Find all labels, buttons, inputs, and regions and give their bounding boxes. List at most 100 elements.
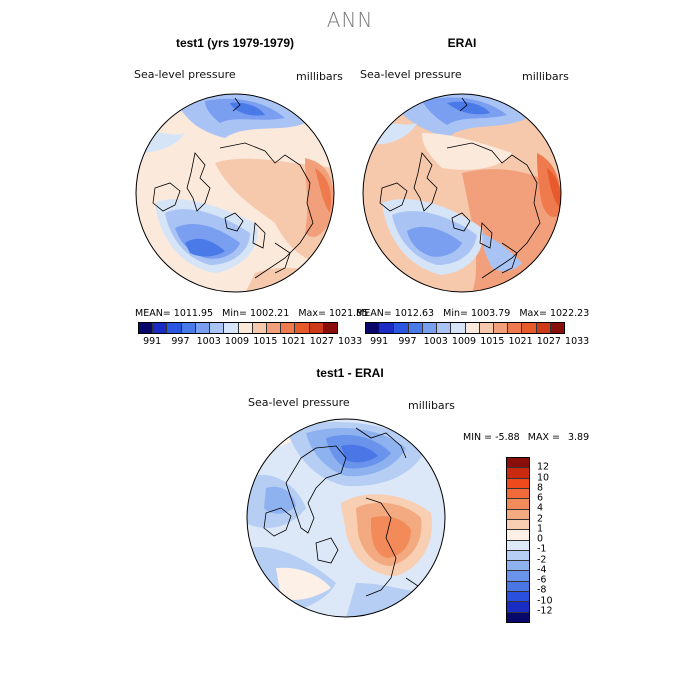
panel-title-model: test1 (yrs 1979-1979) — [175, 36, 295, 50]
min-label: Min= — [222, 308, 247, 319]
colorbar-swatch — [437, 323, 452, 333]
colorbar-tick-label: -8 — [537, 584, 547, 596]
colorbar-swatch — [252, 323, 267, 333]
colorbar-tick-label: 1021 — [508, 336, 533, 347]
colorbar-tick-label: 991 — [370, 336, 389, 347]
colorbar-swatch — [210, 323, 225, 333]
colorbar-tick-label: 0 — [537, 533, 544, 545]
colorbar-swatch — [507, 468, 529, 479]
units-label-model: millibars — [296, 70, 343, 83]
colorbar-obs — [365, 322, 565, 334]
colorbar-tick-label: 1033 — [565, 336, 590, 347]
colorbar-tick-label: -12 — [537, 605, 553, 617]
colorbar-swatch — [408, 323, 423, 333]
min-label: Min= — [443, 308, 468, 319]
colorbar-tick-label: 1009 — [451, 336, 477, 347]
min-value: 1003.79 — [470, 308, 511, 319]
colorbar-tick-label: 10 — [537, 472, 550, 483]
min-label: MIN = — [463, 432, 493, 443]
colorbar-swatch — [380, 323, 395, 333]
colorbar-swatch — [422, 323, 438, 333]
colorbar-swatch — [507, 530, 529, 541]
variable-label-diff: Sea-level pressure — [248, 396, 350, 409]
colorbar-swatch — [224, 323, 239, 333]
colorbar-swatch — [507, 488, 529, 500]
colorbar-swatch — [493, 323, 509, 333]
colorbar-swatch — [153, 323, 168, 333]
colorbar-swatch — [507, 499, 529, 510]
panel-title-diff: test1 - ERAI — [316, 366, 384, 380]
colorbar-swatch — [507, 561, 529, 572]
mean-value: 1011.95 — [173, 308, 214, 319]
figure-title: ANN — [326, 8, 374, 32]
colorbar-tick-label: 2 — [537, 513, 544, 524]
colorbar-tick-label: 12 — [537, 461, 550, 473]
colorbar-swatch — [451, 323, 466, 333]
mean-label: MEAN= — [135, 308, 171, 319]
max-value: 1021.85 — [328, 308, 369, 319]
colorbar-swatch — [465, 323, 480, 333]
colorbar-tick-label: 1015 — [480, 336, 505, 347]
max-value: 3.89 — [567, 432, 590, 443]
stats-row-model: MEAN= 1011.95 Min= 1002.21 Max= 1021.85 — [135, 308, 368, 319]
colorbar-swatch — [507, 571, 529, 582]
mean-label: MEAN= — [356, 308, 392, 319]
min-value: -5.88 — [495, 432, 520, 443]
colorbar-tick-label: 997 — [398, 336, 417, 347]
colorbar-ticks-diff: 12 10 8 6 4 2 1 0 -1 -2 -4 -6 -8 -10 -12 — [537, 457, 577, 621]
colorbar-swatch — [507, 540, 529, 551]
colorbar-swatch — [507, 602, 529, 613]
colorbar-swatch — [550, 323, 565, 333]
colorbar-tick-label: -4 — [537, 564, 547, 576]
variable-label-model: Sea-level pressure — [134, 68, 236, 81]
colorbar-swatch — [508, 323, 523, 333]
stats-row-obs: MEAN= 1012.63 Min= 1003.79 Max= 1022.23 — [356, 308, 589, 319]
colorbar-tick-label: 1015 — [253, 336, 278, 347]
colorbar-ticks-obs: 991 997 1003 1009 1015 1021 1027 1033 — [365, 336, 589, 348]
colorbar-swatch — [238, 323, 253, 333]
colorbar-swatch — [507, 478, 529, 489]
panel-title-obs: ERAI — [447, 36, 477, 50]
mean-value: 1012.63 — [394, 308, 435, 319]
colorbar-swatch — [295, 323, 310, 333]
colorbar-swatch — [139, 323, 154, 333]
colorbar-tick-label: 1003 — [196, 336, 221, 347]
colorbar-swatch — [366, 323, 381, 333]
polar-map-obs — [362, 93, 562, 293]
colorbar-swatch — [309, 323, 324, 333]
max-value: 1022.23 — [549, 308, 590, 319]
colorbar-tick-label: -2 — [537, 554, 547, 565]
colorbar-tick-label: 1009 — [224, 336, 250, 347]
colorbar-tick-label: 1003 — [423, 336, 448, 347]
colorbar-swatch — [266, 323, 282, 333]
colorbar-model — [138, 322, 338, 334]
colorbar-swatch — [281, 323, 296, 333]
colorbar-swatch — [507, 581, 529, 593]
colorbar-swatch — [167, 323, 182, 333]
polar-map-diff — [246, 418, 446, 618]
max-label: MAX = — [527, 432, 560, 443]
stats-row-diff: MIN = -5.88 MAX = 3.89 — [463, 432, 589, 443]
colorbar-tick-label: 997 — [171, 336, 190, 347]
colorbar-tick-label: 991 — [143, 336, 162, 347]
colorbar-tick-label: 1 — [537, 523, 544, 535]
colorbar-tick-label: -1 — [537, 543, 547, 555]
colorbar-tick-label: 1033 — [338, 336, 363, 347]
colorbar-tick-label: 1021 — [281, 336, 306, 347]
colorbar-swatch — [181, 323, 196, 333]
colorbar-swatch — [507, 550, 529, 562]
colorbar-tick-label: 4 — [537, 502, 544, 514]
colorbar-tick-label: 1027 — [309, 336, 334, 347]
colorbar-swatch — [323, 323, 338, 333]
colorbar-swatch — [522, 323, 537, 333]
colorbar-swatch — [536, 323, 551, 333]
colorbar-swatch — [394, 323, 409, 333]
min-value: 1002.21 — [249, 308, 290, 319]
variable-label-obs: Sea-level pressure — [360, 68, 462, 81]
colorbar-tick-label: -10 — [537, 595, 553, 606]
units-label-diff: millibars — [408, 399, 455, 412]
colorbar-ticks-model: 991 997 1003 1009 1015 1021 1027 1033 — [138, 336, 362, 348]
colorbar-swatch — [479, 323, 494, 333]
units-label-obs: millibars — [522, 70, 569, 83]
colorbar-swatch — [507, 592, 529, 603]
